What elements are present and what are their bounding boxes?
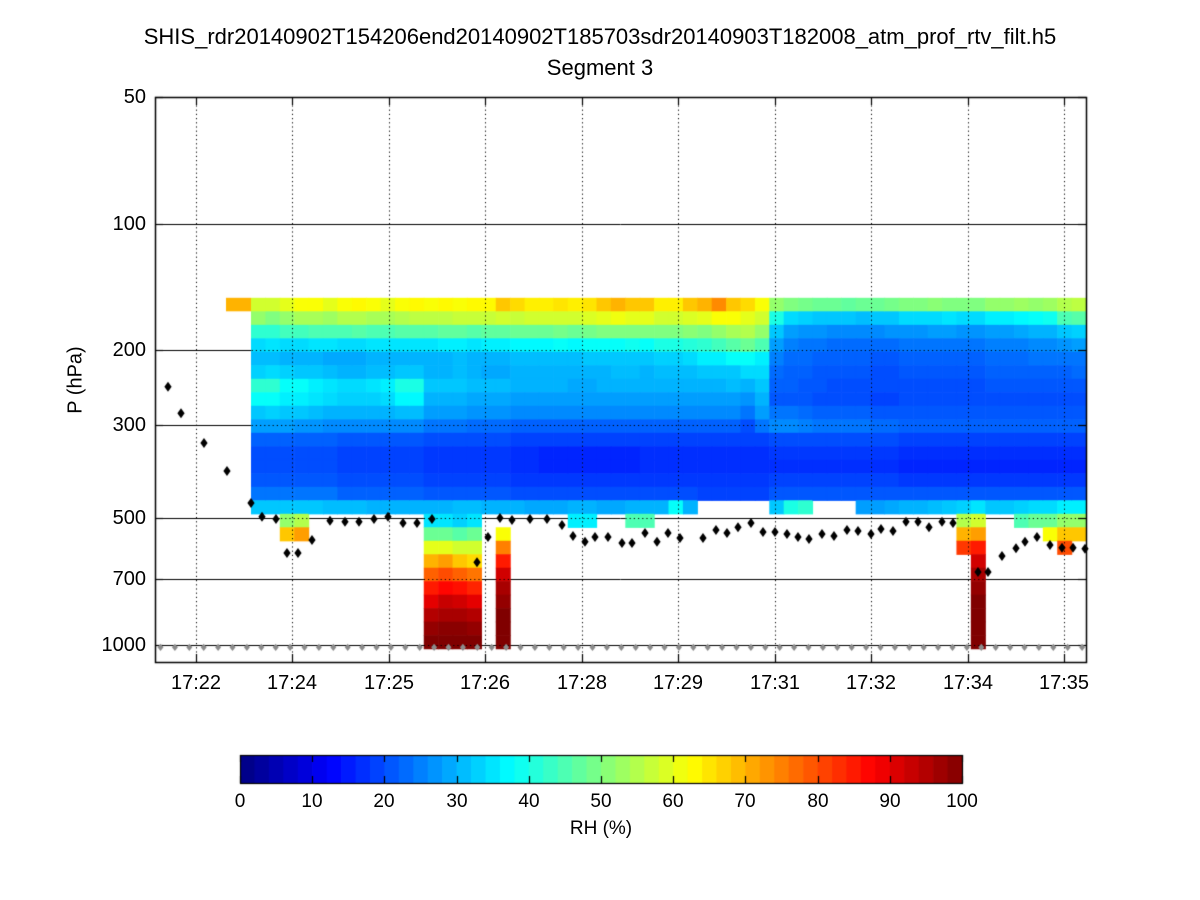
x-tick-label: 17:32: [845, 672, 897, 694]
colorbar-tick-label: 0: [234, 791, 246, 812]
y-tick-label: 50: [123, 86, 146, 108]
y-tick-label: 300: [112, 414, 146, 436]
colorbar-tick-label: 30: [446, 791, 468, 812]
y-tick-label: 700: [112, 568, 146, 590]
x-tick-label: 17:35: [1038, 672, 1090, 694]
colorbar-tick-label: 20: [373, 791, 395, 812]
x-tick-label: 17:22: [170, 672, 222, 694]
x-tick-label: 17:25: [363, 672, 415, 694]
x-tick-label: 17:26: [459, 672, 511, 694]
x-tick-label: 17:29: [652, 672, 704, 694]
colorbar-tick-label: 60: [662, 791, 684, 812]
y-tick-label: 100: [112, 213, 146, 235]
x-tick-label: 17:34: [942, 672, 994, 694]
plot-title: SHIS_rdr20140902T154206end20140902T18570…: [143, 24, 1057, 49]
colorbar-label: RH (%): [569, 818, 633, 839]
x-tick-label: 17:28: [556, 672, 608, 694]
plot-subtitle: Segment 3: [546, 55, 654, 80]
colorbar-tick-label: 50: [590, 791, 612, 812]
x-tick-label: 17:31: [749, 672, 801, 694]
colorbar-tick-label: 80: [807, 791, 829, 812]
y-tick-label: 500: [112, 507, 146, 529]
colorbar-tick-label: 40: [518, 791, 540, 812]
colorbar-tick-label: 10: [301, 791, 323, 812]
colorbar-tick-label: 70: [734, 791, 756, 812]
y-tick-label: 200: [112, 339, 146, 361]
colorbar-tick-label: 90: [879, 791, 901, 812]
y-tick-label: 1000: [101, 634, 147, 656]
x-tick-label: 17:24: [266, 672, 318, 694]
colorbar-tick-label: 100: [946, 791, 978, 812]
